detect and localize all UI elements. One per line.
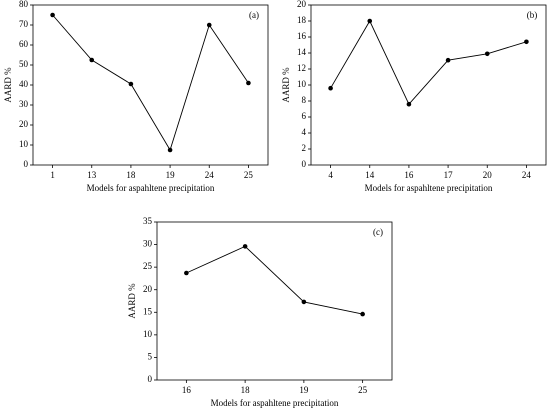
y-tick-label: 4 bbox=[302, 127, 307, 137]
y-tick-label: 16 bbox=[297, 31, 307, 41]
x-tick-label: 20 bbox=[483, 170, 493, 180]
data-point bbox=[301, 299, 307, 305]
y-tick-label: 10 bbox=[19, 139, 29, 149]
x-tick-label: 4 bbox=[328, 170, 333, 180]
panel-label: (c) bbox=[373, 227, 383, 237]
x-axis-label: Models for aspahltene precipitation bbox=[365, 183, 493, 193]
y-tick-label: 14 bbox=[297, 47, 307, 57]
x-tick-label: 19 bbox=[166, 170, 176, 180]
y-tick-label: 20 bbox=[19, 119, 29, 129]
y-tick-label: 12 bbox=[297, 63, 306, 73]
x-tick-label: 16 bbox=[404, 170, 414, 180]
y-tick-label: 2 bbox=[302, 143, 307, 153]
y-tick-label: 8 bbox=[302, 95, 307, 105]
x-tick-label: 24 bbox=[522, 170, 532, 180]
x-tick-label: 13 bbox=[87, 170, 97, 180]
data-point bbox=[367, 18, 373, 24]
y-tick-label: 35 bbox=[143, 216, 153, 226]
data-point bbox=[524, 39, 529, 45]
y-tick-label: 0 bbox=[302, 159, 307, 169]
x-tick-label: 19 bbox=[299, 385, 309, 395]
y-tick-label: 18 bbox=[297, 15, 307, 25]
x-tick-label: 1 bbox=[50, 170, 55, 180]
y-tick-label: 10 bbox=[297, 79, 307, 89]
y-tick-label: 30 bbox=[19, 99, 29, 109]
y-tick-label: 6 bbox=[302, 111, 307, 121]
x-tick-label: 18 bbox=[241, 385, 251, 395]
y-tick-label: 15 bbox=[143, 306, 153, 316]
data-point bbox=[128, 81, 134, 87]
x-axis-label: Models for aspahltene precipitation bbox=[87, 183, 215, 193]
data-line bbox=[186, 245, 363, 315]
x-tick-label: 18 bbox=[126, 170, 136, 180]
y-axis-label: AARD % bbox=[3, 67, 13, 103]
data-point bbox=[328, 85, 333, 91]
x-tick-label: 14 bbox=[365, 170, 375, 180]
x-tick-label: 17 bbox=[444, 170, 454, 180]
data-point bbox=[206, 22, 212, 28]
data-point bbox=[406, 101, 412, 107]
x-tick-label: 25 bbox=[244, 170, 254, 180]
plot-frame bbox=[156, 221, 393, 381]
data-point bbox=[445, 57, 451, 63]
data-point bbox=[89, 57, 95, 63]
y-tick-label: 5 bbox=[148, 351, 153, 361]
y-tick-label: 70 bbox=[19, 19, 29, 29]
x-tick-label: 25 bbox=[358, 385, 368, 395]
x-axis-label: Models for aspahltene precipitation bbox=[211, 398, 339, 408]
y-tick-label: 25 bbox=[143, 261, 153, 271]
y-tick-label: 30 bbox=[143, 239, 153, 249]
data-point bbox=[167, 147, 173, 153]
panel-label: (b) bbox=[527, 10, 538, 20]
y-axis-label: AARD % bbox=[281, 67, 291, 103]
y-tick-label: 40 bbox=[19, 79, 29, 89]
y-tick-label: 20 bbox=[143, 284, 153, 294]
data-point bbox=[50, 12, 55, 18]
plot-frame bbox=[32, 4, 269, 166]
y-tick-label: 80 bbox=[19, 0, 29, 9]
y-axis-label: AARD % bbox=[127, 283, 137, 319]
y-tick-label: 60 bbox=[19, 39, 29, 49]
y-tick-label: 0 bbox=[24, 159, 29, 169]
panel-label: (a) bbox=[249, 10, 259, 20]
x-tick-label: 24 bbox=[205, 170, 215, 180]
data-line bbox=[52, 14, 249, 152]
plot-frame bbox=[310, 4, 547, 166]
x-tick-label: 16 bbox=[182, 385, 192, 395]
y-tick-label: 10 bbox=[143, 329, 153, 339]
data-point bbox=[246, 80, 251, 86]
y-tick-label: 50 bbox=[19, 59, 29, 69]
data-point bbox=[484, 51, 490, 57]
y-tick-label: 20 bbox=[297, 0, 307, 9]
data-point bbox=[184, 270, 189, 276]
data-point bbox=[360, 311, 365, 317]
y-tick-label: 0 bbox=[148, 374, 153, 384]
data-line bbox=[330, 20, 527, 106]
data-point bbox=[242, 244, 248, 249]
